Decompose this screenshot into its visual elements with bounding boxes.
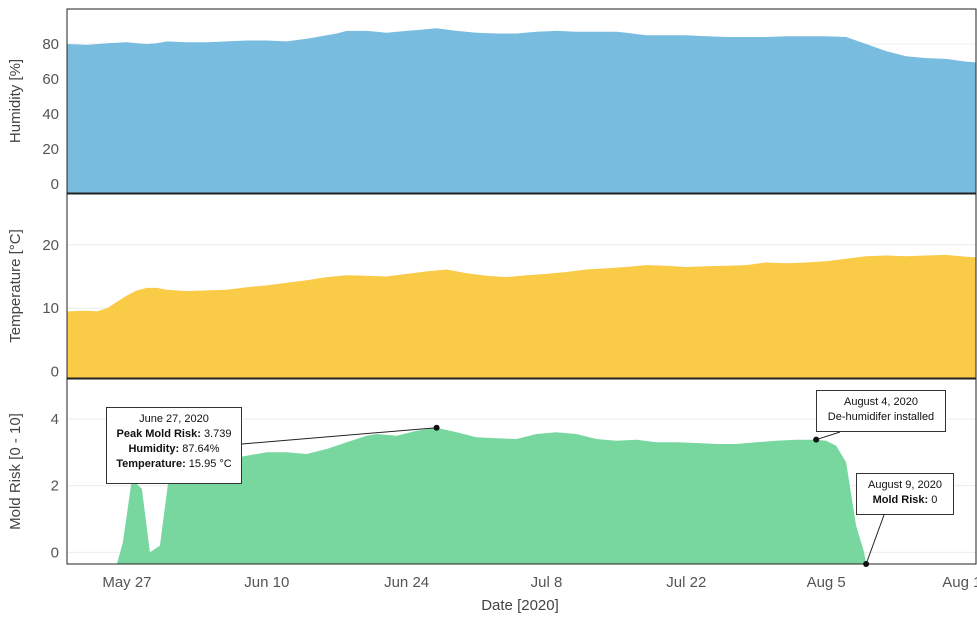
annotation-peak-humidity-row: Humidity: 87.64%: [115, 442, 233, 457]
x-tick-label-6: Aug 19: [942, 574, 977, 591]
annotation-peak-mold-risk: June 27, 2020 Peak Mold Risk: 3.739 Humi…: [106, 407, 242, 484]
mold-y-tick-label-1: 2: [51, 478, 59, 495]
humidity-y-tick-label-1: 20: [42, 141, 59, 158]
annotation-peak-humidity-value: 87.64%: [182, 443, 220, 455]
annotation-peak-temperature-row: Temperature: 15.95 °C: [115, 457, 233, 472]
area-layer: [67, 28, 976, 564]
x-tick-label-5: Aug 5: [807, 574, 846, 591]
mold-y-tick-label-2: 4: [51, 411, 59, 428]
annotation-dehumidifier-leader: [816, 431, 841, 441]
humidity-panel-frame: [66, 8, 977, 194]
temperature-y-tick-label-1: 10: [42, 300, 59, 317]
temperature-panel-frame: [66, 193, 977, 379]
x-tick-label-3: Jul 8: [531, 574, 563, 591]
temperature-y-tick-label-0: 0: [51, 364, 59, 381]
humidity-y-axis-title: Humidity [%]: [7, 59, 24, 143]
annotation-peak-risk-value: 3.739: [203, 428, 232, 440]
annotation-zero-leader: [865, 514, 885, 565]
temperature-area: [67, 254, 976, 378]
x-tick-label-4: Jul 22: [666, 574, 706, 591]
annotation-peak-humidity-label: Humidity:: [128, 443, 180, 455]
x-axis-title: Date [2020]: [481, 597, 559, 614]
annotation-peak-temperature-value: 15.95 °C: [188, 458, 232, 470]
annotation-peak-marker: [433, 424, 440, 431]
annotation-peak-leader: [241, 427, 437, 445]
annotation-zero-risk-row: Mold Risk: 0: [865, 493, 945, 508]
annotation-peak-risk-row: Peak Mold Risk: 3.739: [115, 427, 233, 442]
annotation-peak-temperature-label: Temperature:: [116, 458, 186, 470]
x-tick-label-1: Jun 10: [244, 574, 289, 591]
annotation-peak-risk-label: Peak Mold Risk:: [116, 428, 201, 440]
annotation-dehumidifier-date: August 4, 2020: [843, 396, 918, 408]
annotation-layer: [241, 424, 885, 567]
temperature-y-axis-title: Temperature [°C]: [7, 229, 24, 343]
annotation-dehumidifier-text: De-humidifer installed: [827, 411, 935, 423]
humidity-y-tick-label-0: 0: [51, 176, 59, 193]
humidity-y-tick-label-4: 80: [42, 36, 59, 53]
annotation-zero-marker: [863, 561, 870, 567]
annotation-zero-mold-risk: August 9, 2020 Mold Risk: 0: [856, 473, 954, 515]
humidity-area: [67, 28, 976, 193]
mold-y-tick-label-0: 0: [51, 544, 59, 561]
annotation-zero-risk-label: Mold Risk:: [872, 494, 929, 506]
mold-area: [67, 427, 976, 564]
annotation-zero-date: August 9, 2020: [867, 479, 942, 491]
mold-panel-frame: [66, 378, 977, 565]
annotation-dehumidifier-installed: August 4, 2020 De-humidifer installed: [816, 390, 946, 432]
frame-layer: [66, 8, 977, 565]
x-tick-label-2: Jun 24: [384, 574, 429, 591]
annotation-zero-risk-value: 0: [931, 494, 938, 506]
humidity-y-tick-label-3: 60: [42, 71, 59, 88]
annotation-peak-date: June 27, 2020: [139, 413, 209, 425]
x-tick-label-0: May 27: [102, 574, 151, 591]
annotation-dehumidifier-marker: [813, 436, 820, 443]
humidity-y-tick-label-2: 40: [42, 106, 59, 123]
mold-y-axis-title: Mold Risk [0 - 10]: [7, 413, 24, 530]
temperature-y-tick-label-2: 20: [42, 237, 59, 254]
